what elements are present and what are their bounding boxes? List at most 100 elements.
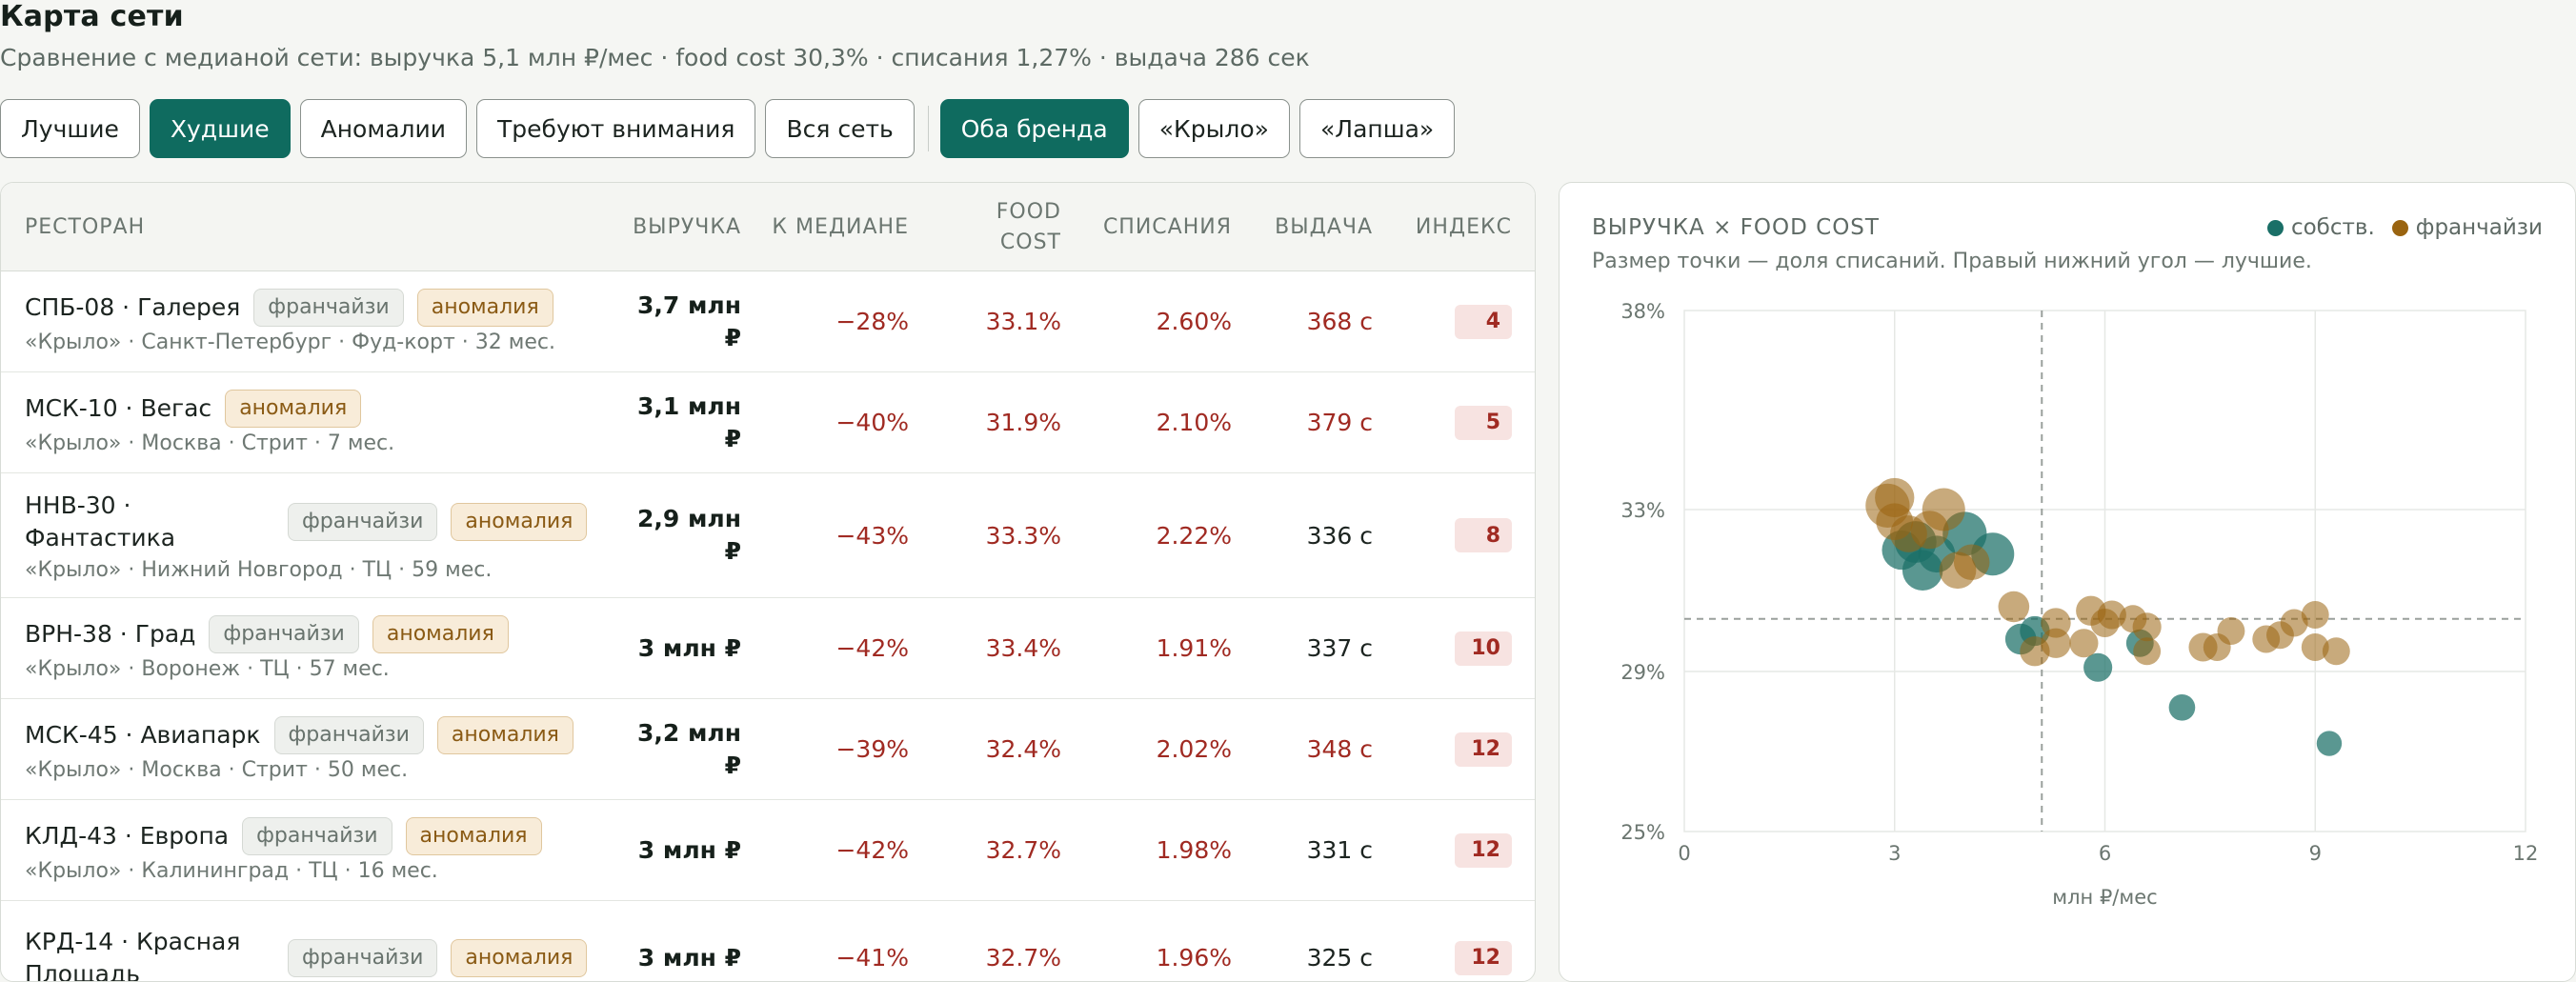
restaurant-cell: МСК-10 · Вегас аномалия «Крыло» · Москва… xyxy=(25,372,596,472)
revenue-cell: 3 млн ₽ xyxy=(611,901,741,982)
anomaly-tag: аномалия xyxy=(406,817,542,855)
restaurant-name[interactable]: КРД-14 · Красная Площадь xyxy=(25,926,274,982)
restaurant-name[interactable]: МСК-45 · Авиапарк xyxy=(25,719,261,752)
restaurant-meta: «Крыло» · Калининград · ТЦ · 16 мес. xyxy=(25,859,596,883)
index-badge: 12 xyxy=(1455,941,1512,975)
x-tick-label: 12 xyxy=(2513,842,2539,865)
chart-subtitle: Размер точки — доля списаний. Правый ниж… xyxy=(1592,250,2312,273)
page-title: Карта сети xyxy=(0,0,184,33)
column-header-food-cost[interactable]: FOOD COST xyxy=(944,183,1061,271)
index-badge: 8 xyxy=(1455,518,1512,552)
food-cost-cell: 32.7% xyxy=(944,800,1061,900)
column-header-vs-median[interactable]: К МЕДИАНЕ xyxy=(763,183,909,271)
table-header: РЕСТОРАН ВЫРУЧКА К МЕДИАНЕ FOOD COST СПИ… xyxy=(1,183,1535,271)
index-cell: 4 xyxy=(1392,271,1512,371)
own-restaurant-point xyxy=(2083,653,2112,682)
index-badge: 12 xyxy=(1455,732,1512,767)
franchise-restaurant-point xyxy=(2302,601,2329,629)
anomaly-tag: аномалия xyxy=(437,716,574,754)
column-header-serve-time[interactable]: ВЫДАЧА xyxy=(1249,183,1373,271)
column-header-index[interactable]: ИНДЕКС xyxy=(1392,183,1512,271)
filter-anomalies-button[interactable]: Аномалии xyxy=(300,99,467,158)
brand-both-button[interactable]: Оба бренда xyxy=(940,99,1129,158)
serve-time-cell: 331 с xyxy=(1249,800,1373,900)
column-header-restaurant[interactable]: РЕСТОРАН xyxy=(25,183,145,271)
index-cell: 12 xyxy=(1392,800,1512,900)
legend-franchise-swatch xyxy=(2392,220,2408,236)
brand-krylo-button[interactable]: «Крыло» xyxy=(1138,99,1290,158)
revenue-cell: 3,7 млн ₽ xyxy=(611,271,741,371)
food-cost-cell: 32.4% xyxy=(944,699,1061,799)
restaurant-name[interactable]: КЛД-43 · Европа xyxy=(25,820,229,852)
x-tick-label: 3 xyxy=(1888,842,1901,865)
column-header-revenue[interactable]: ВЫРУЧКА xyxy=(611,183,741,271)
index-badge: 5 xyxy=(1455,406,1512,440)
filter-attention-button[interactable]: Требуют внимания xyxy=(476,99,755,158)
filter-divider xyxy=(928,106,929,151)
index-cell: 12 xyxy=(1392,699,1512,799)
revenue-cell: 2,9 млн ₽ xyxy=(611,473,741,597)
restaurant-name[interactable]: СПБ-08 · Галерея xyxy=(25,291,240,324)
serve-time-cell: 337 с xyxy=(1249,598,1373,698)
own-restaurant-point xyxy=(1902,550,1943,591)
restaurant-meta: «Крыло» · Нижний Новгород · ТЦ · 59 мес. xyxy=(25,558,596,582)
anomaly-tag: аномалия xyxy=(417,289,553,327)
filter-all-network-button[interactable]: Вся сеть xyxy=(765,99,914,158)
x-tick-label: 9 xyxy=(2309,842,2322,865)
restaurant-meta: «Крыло» · Москва · Стрит · 7 мес. xyxy=(25,431,596,455)
index-badge: 12 xyxy=(1455,833,1512,868)
table-row[interactable]: МСК-10 · Вегас аномалия «Крыло» · Москва… xyxy=(1,372,1535,473)
restaurant-name[interactable]: ВРН-38 · Град xyxy=(25,618,195,651)
page-subtitle: Сравнение с медианой сети: выручка 5,1 м… xyxy=(0,44,1310,71)
vs-median-cell: −28% xyxy=(763,271,909,371)
writeoffs-cell: 2.22% xyxy=(1082,473,1232,597)
franchise-restaurant-point xyxy=(2041,629,2070,658)
vs-median-cell: −42% xyxy=(763,800,909,900)
index-cell: 5 xyxy=(1392,372,1512,472)
food-cost-cell: 32.7% xyxy=(944,901,1061,982)
restaurant-name[interactable]: МСК-10 · Вегас xyxy=(25,392,211,425)
brand-lapsha-button[interactable]: «Лапша» xyxy=(1299,99,1455,158)
vs-median-cell: −39% xyxy=(763,699,909,799)
writeoffs-cell: 2.10% xyxy=(1082,372,1232,472)
franchise-tag: франчайзи xyxy=(288,939,437,977)
x-axis-label: млн ₽/мес xyxy=(2052,886,2157,909)
filter-best-button[interactable]: Лучшие xyxy=(0,99,140,158)
restaurant-name-line: МСК-10 · Вегас аномалия xyxy=(25,390,596,428)
writeoffs-cell: 1.91% xyxy=(1082,598,1232,698)
revenue-cell: 3,2 млн ₽ xyxy=(611,699,741,799)
anomaly-tag: аномалия xyxy=(372,615,509,653)
revenue-cell: 3 млн ₽ xyxy=(611,598,741,698)
serve-time-cell: 348 с xyxy=(1249,699,1373,799)
restaurant-name[interactable]: ННВ-30 · Фантастика xyxy=(25,490,274,554)
index-badge: 4 xyxy=(1455,305,1512,339)
y-tick-label: 33% xyxy=(1620,499,1665,522)
filter-worst-button[interactable]: Худшие xyxy=(150,99,291,158)
vs-median-cell: −40% xyxy=(763,372,909,472)
serve-time-cell: 336 с xyxy=(1249,473,1373,597)
vs-median-cell: −41% xyxy=(763,901,909,982)
franchise-restaurant-point xyxy=(1911,511,1949,549)
legend-franchise-label: франчайзи xyxy=(2416,215,2543,240)
vs-median-cell: −43% xyxy=(763,473,909,597)
restaurant-meta: «Крыло» · Воронеж · ТЦ · 57 мес. xyxy=(25,657,596,681)
own-restaurant-point xyxy=(2169,694,2196,721)
franchise-tag: франчайзи xyxy=(253,289,403,327)
own-restaurant-point xyxy=(2317,731,2342,755)
column-header-writeoffs[interactable]: СПИСАНИЯ xyxy=(1082,183,1232,271)
